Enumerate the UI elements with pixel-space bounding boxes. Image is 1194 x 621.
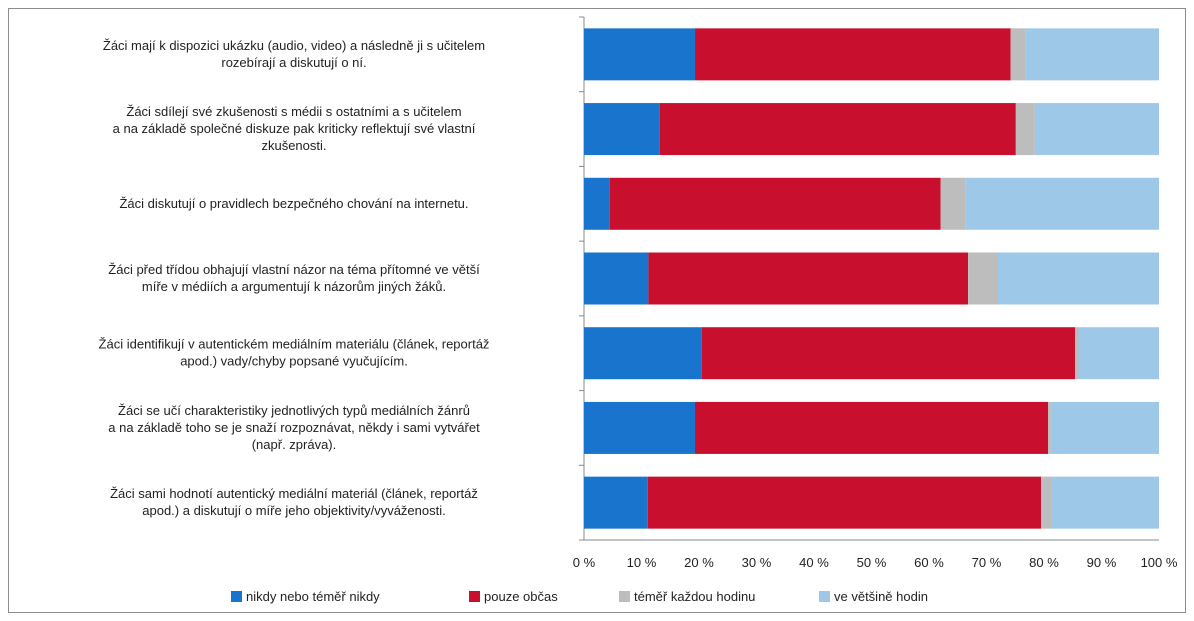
bar-segment (584, 327, 702, 380)
category-label: Žáci diskutují o pravidlech bezpečného c… (119, 196, 468, 211)
bar-segment (1075, 327, 1079, 380)
bar-segment (1051, 476, 1159, 529)
legend-swatch (469, 591, 480, 602)
bar-segment (965, 177, 1159, 230)
stacked-bar-chart: 0 % 10 % 20 % 30 % 40 % 50 % 60 % 70 % 80 % 90 % 1… (99, 16, 1178, 604)
x-tick-label: 90 % (1087, 555, 1117, 570)
legend-label: ve většině hodin (834, 589, 928, 604)
category-label-line: míře v médiích a argumentují k názorům j… (142, 279, 446, 294)
category-label-line: Žáci sami hodnotí autentický mediální ma… (110, 486, 478, 501)
category-label: Žáci se učí charakteristiky jednotlivých… (108, 403, 480, 452)
category-label-line: Žáci sdílejí své zkušenosti s médii s os… (126, 104, 461, 119)
category-label-line: (např. zpráva). (252, 437, 337, 452)
bar-segment (584, 28, 695, 81)
x-tick-label: 70 % (972, 555, 1002, 570)
x-tick-label: 100 % (1141, 555, 1178, 570)
bar-segment (694, 401, 1049, 454)
bar-segment (584, 401, 695, 454)
bar-segment (584, 252, 649, 305)
legend-swatch (819, 591, 830, 602)
x-tick-label: 20 % (684, 555, 714, 570)
bar-segment (1041, 476, 1052, 529)
x-tick-label: 40 % (799, 555, 829, 570)
category-label-line: rozebírají a diskutují o ní. (221, 55, 366, 70)
bar-segment (694, 28, 1011, 81)
bar-segment (584, 476, 648, 529)
bar-segment (584, 177, 610, 230)
category-label: Žáci sami hodnotí autentický mediální ma… (110, 486, 478, 518)
category-label-line: zkušenosti. (261, 138, 326, 153)
category-label-line: apod.) a diskutují o míře jeho objektivi… (142, 503, 445, 518)
category-label-line: Žáci mají k dispozici ukázku (audio, vid… (103, 38, 485, 53)
x-tick-label: 10 % (627, 555, 657, 570)
legend-label: nikdy nebo téměř nikdy (246, 589, 380, 604)
bar-segment (584, 103, 660, 156)
category-label: Žáci identifikují v autentickém mediální… (99, 337, 490, 369)
bar-segment (1010, 28, 1026, 81)
x-tick-label: 80 % (1029, 555, 1059, 570)
bar-segment (1025, 28, 1159, 81)
category-label-line: Žáci identifikují v autentickém mediální… (99, 337, 490, 352)
x-tick-label: 50 % (857, 555, 887, 570)
legend-swatch (619, 591, 630, 602)
category-label: Žáci sdílejí své zkušenosti s médii s os… (113, 104, 476, 153)
bar-segment (659, 103, 1016, 156)
bar-segment (1078, 327, 1159, 380)
bar-segment (1015, 103, 1035, 156)
category-label-line: a na základě společné diskuze pak kritic… (113, 121, 476, 136)
bar-segment (647, 476, 1042, 529)
category-label-line: apod.) vady/chyby popsané vyučujícím. (180, 354, 408, 369)
x-tick-label: 30 % (742, 555, 772, 570)
bar-segment (998, 252, 1159, 305)
x-tick-label: 0 % (573, 555, 596, 570)
category-label: Žáci mají k dispozici ukázku (audio, vid… (103, 38, 485, 70)
bar-segment (1050, 401, 1159, 454)
legend-label: pouze občas (484, 589, 558, 604)
category-label-line: Žáci před třídou obhajují vlastní názor … (108, 262, 480, 277)
category-label: Žáci před třídou obhajují vlastní názor … (108, 262, 480, 294)
bar-segment (609, 177, 941, 230)
category-label-line: Žáci se učí charakteristiky jednotlivých… (118, 403, 470, 418)
legend-swatch (231, 591, 242, 602)
chart-frame: 0 % 10 % 20 % 30 % 40 % 50 % 60 % 70 % 80 % 90 % 1… (8, 8, 1186, 613)
legend-label: téměř každou hodinu (634, 589, 755, 604)
category-label-line: Žáci diskutují o pravidlech bezpečného c… (119, 196, 468, 211)
bar-segment (701, 327, 1076, 380)
bar-segment (648, 252, 969, 305)
bar-segment (1034, 103, 1159, 156)
bar-segment (968, 252, 998, 305)
bar-segment (940, 177, 966, 230)
bar-segment (1048, 401, 1051, 454)
category-label-line: a na základě toho se je snaží rozpoznáva… (108, 420, 480, 435)
x-tick-label: 60 % (914, 555, 944, 570)
